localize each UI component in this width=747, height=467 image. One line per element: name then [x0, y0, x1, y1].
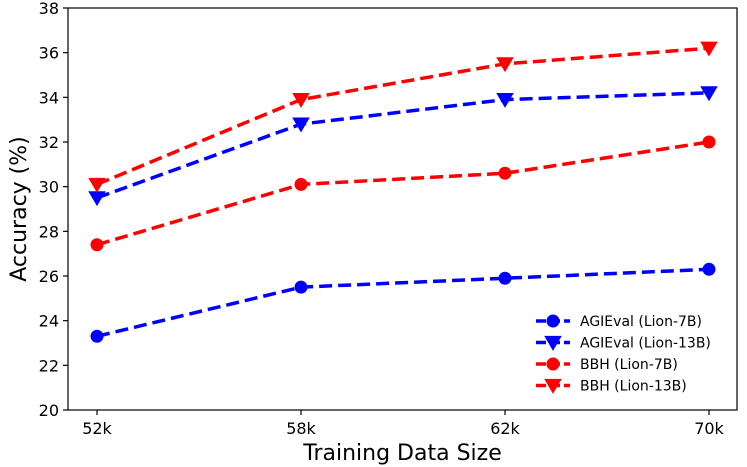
series-3 — [90, 135, 716, 252]
y-tick-label: 34 — [39, 88, 59, 107]
legend-item: AGIEval (Lion-7B) — [536, 314, 702, 330]
y-axis-title: Accuracy (%) — [7, 136, 32, 282]
legend: AGIEval (Lion-7B) AGIEval (Lion-13B) BBH (… — [536, 314, 711, 395]
x-tick-label: 52k — [82, 419, 112, 438]
data-point — [294, 177, 308, 191]
legend-marker — [546, 314, 560, 328]
data-point — [498, 271, 512, 285]
y-tick-label: 20 — [39, 401, 59, 420]
legend-marker — [544, 378, 562, 394]
x-tick-label: 70k — [694, 419, 724, 438]
series-line — [96, 46, 710, 187]
data-point — [88, 191, 106, 207]
series-1 — [90, 262, 716, 343]
plot-area — [67, 7, 738, 411]
legend-label: BBH (Lion-13B) — [580, 379, 687, 395]
series-layer — [88, 41, 718, 343]
x-tick-label: 62k — [490, 419, 520, 438]
legend-label: AGIEval (Lion-7B) — [580, 314, 702, 330]
y-tick-label: 36 — [39, 44, 59, 63]
legend-label: AGIEval (Lion-13B) — [580, 336, 711, 352]
data-point — [702, 262, 716, 276]
legend-marker — [544, 335, 562, 351]
series-line — [96, 267, 710, 339]
data-point — [88, 177, 106, 193]
legend-item: AGIEval (Lion-13B) — [536, 336, 711, 352]
x-tick-label: 58k — [286, 419, 316, 438]
data-point — [700, 86, 718, 102]
data-point — [700, 41, 718, 57]
y-axis: 20 22 24 26 28 30 32 34 36 38 — [39, 0, 68, 420]
legend-marker — [546, 357, 560, 371]
data-point — [292, 117, 310, 133]
y-tick-label: 26 — [39, 267, 59, 286]
legend-item: BBH (Lion-13B) — [536, 379, 687, 395]
data-point — [498, 166, 512, 180]
data-point — [496, 57, 514, 73]
y-tick-label: 28 — [39, 222, 59, 241]
plot-frame — [67, 7, 738, 411]
series-4 — [88, 41, 718, 193]
data-point — [90, 329, 104, 343]
series-2 — [88, 86, 718, 207]
y-tick-label: 32 — [39, 133, 59, 152]
y-tick-label: 30 — [39, 178, 59, 197]
series-line — [96, 91, 710, 200]
data-point — [90, 238, 104, 252]
x-axis-title: Training Data Size — [302, 441, 501, 466]
y-tick-label: 24 — [39, 312, 59, 331]
y-tick-label: 38 — [39, 0, 59, 18]
legend-item: BBH (Lion-7B) — [536, 357, 678, 373]
legend-label: BBH (Lion-7B) — [580, 357, 678, 373]
y-tick-label: 22 — [39, 356, 59, 375]
data-point — [294, 280, 308, 294]
data-point — [702, 135, 716, 149]
data-point — [292, 92, 310, 108]
x-axis: 52k 58k 62k 70k — [82, 410, 725, 438]
data-point — [496, 92, 514, 108]
series-line — [96, 140, 710, 247]
